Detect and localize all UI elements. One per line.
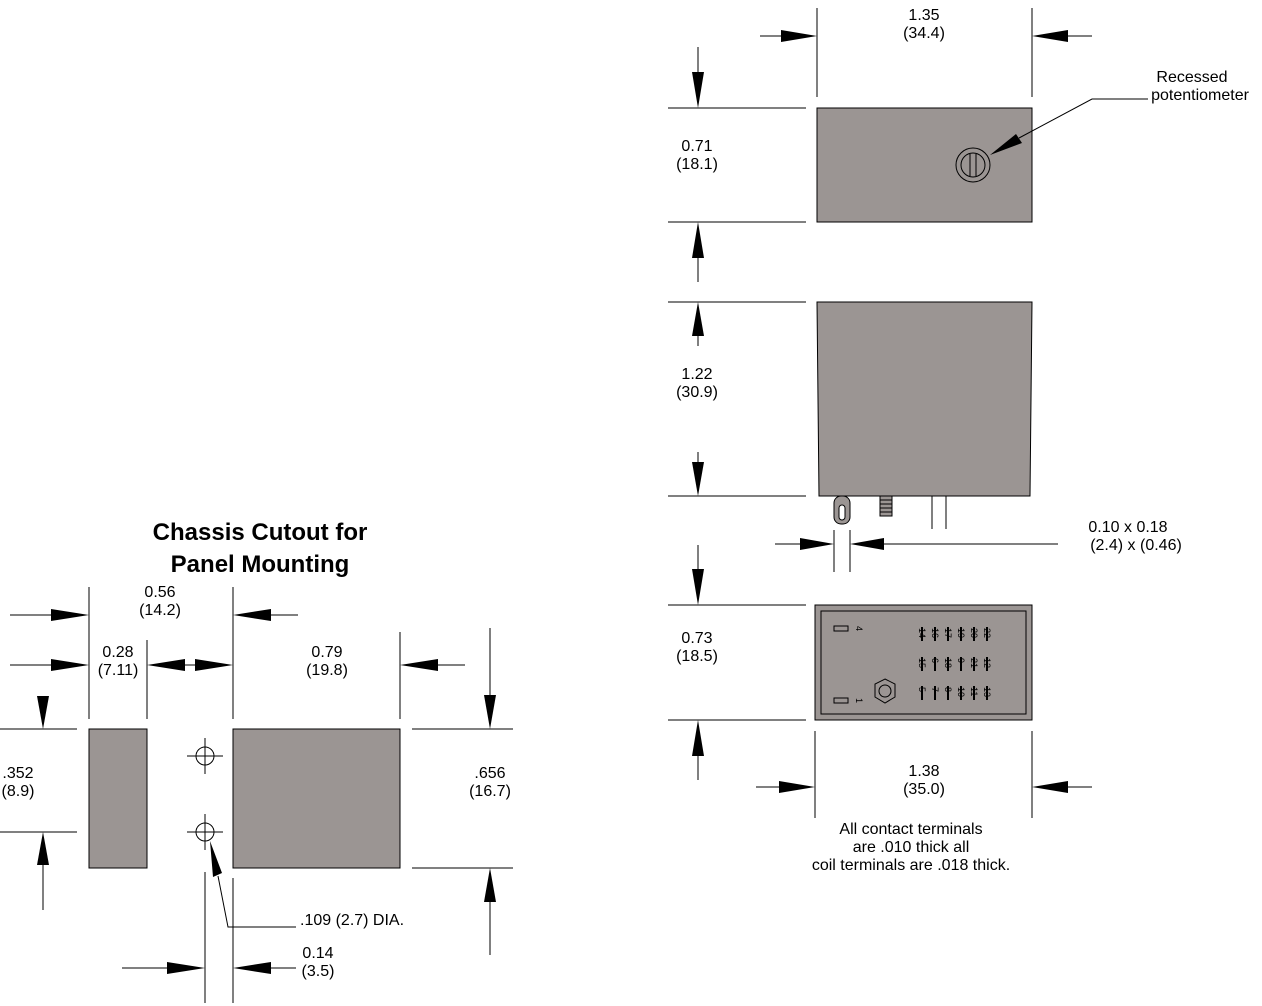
pin-blade: [973, 686, 975, 700]
dim-0.28-in: 0.28: [102, 644, 133, 661]
relay-bottom-view: [814, 604, 1033, 721]
dim-0.14: 0.14 (3.5): [122, 945, 334, 980]
dim-1.38-mm: (35.0): [903, 781, 945, 798]
pin-blade: [934, 686, 936, 700]
dim-0.656-in: .656: [474, 765, 505, 782]
relay-top-view: [816, 107, 1033, 223]
pin-1-slot: [833, 697, 849, 704]
dim-0.71-in: 0.71: [681, 138, 712, 155]
dim-0.656: .656 (16.7): [469, 628, 511, 955]
chassis-title-line1: Chassis Cutout for: [153, 519, 368, 546]
pin-blade: [947, 657, 949, 671]
dim-terminal-mm: (2.4) x (0.46): [1090, 537, 1182, 554]
potentiometer-icon: [955, 147, 991, 183]
dim-0.28-mm: (7.11): [98, 662, 139, 679]
note-line1: All contact terminals: [839, 821, 982, 838]
pin-blade: [947, 627, 949, 641]
dim-terminal-in: 0.10 x 0.18: [1088, 519, 1167, 536]
dim-1.35-mm: (34.4): [903, 25, 945, 42]
pin-blade: [986, 657, 988, 671]
mounting-hole-lower: [187, 814, 223, 850]
relay-terminals: [833, 495, 947, 529]
dim-1.22-mm: (30.9): [676, 384, 718, 401]
pin-blade: [960, 627, 962, 641]
small-cutout: [88, 728, 148, 869]
dim-0.352-mm: (8.9): [2, 783, 35, 800]
dim-0.14-in: 0.14: [302, 945, 333, 962]
chassis-title-line2: Panel Mounting: [171, 551, 350, 578]
dim-terminal: 0.10 x 0.18 (2.4) x (0.46): [775, 519, 1182, 572]
pin-blade: [921, 627, 923, 641]
chassis-cutout-view: Chassis Cutout for Panel Mounting: [0, 519, 513, 1003]
hex-nut-icon: [874, 678, 896, 704]
dim-1.22-in: 1.22: [681, 366, 712, 383]
pin-blade: [921, 657, 923, 671]
potentiometer-callout: Recessed potentiometer: [990, 69, 1250, 155]
dim-0.71: 0.71 (18.1): [668, 47, 806, 282]
note-line3: coil terminals are .018 thick.: [812, 857, 1010, 874]
pin-blade: [973, 657, 975, 671]
dim-0.73: 0.73 (18.5): [668, 545, 806, 780]
dim-0.71-mm: (18.1): [676, 156, 718, 173]
dim-1.38-in: 1.38: [908, 763, 939, 780]
pin-blade: [934, 627, 936, 641]
dim-0.56: 0.56 (14.2): [10, 584, 298, 621]
dim-0.14-mm: (3.5): [302, 963, 335, 980]
dim-0.28: 0.28 (7.11): [10, 644, 233, 679]
dim-0.352-in: .352: [2, 765, 33, 782]
terminal-note: All contact terminals are .010 thick all…: [812, 821, 1010, 874]
hole-dia-callout: .109 (2.7) DIA.: [210, 841, 404, 929]
dim-1.38: 1.38 (35.0): [756, 731, 1092, 818]
mounting-hole-upper: [187, 738, 223, 774]
pin-4-slot: [833, 625, 849, 632]
dim-1.22: 1.22 (30.9): [668, 301, 806, 497]
pin-blade: [986, 686, 988, 700]
dim-0.352: .352 (8.9): [2, 696, 49, 910]
dim-0.79-in: 0.79: [311, 644, 342, 661]
pin-blade: [960, 686, 962, 700]
pin-blade: [934, 657, 936, 671]
large-cutout: [232, 728, 401, 869]
pot-label-line2: potentiometer: [1151, 87, 1250, 104]
dim-0.56-in: 0.56: [144, 584, 175, 601]
note-line2: are .010 thick all: [853, 839, 970, 856]
pin-layout: 4 1 1416171920221561892112578101113: [833, 625, 992, 704]
dim-0.656-mm: (16.7): [469, 783, 511, 800]
pin-blade: [960, 657, 962, 671]
pin-blade: [921, 686, 923, 700]
pin-label-1: 1: [854, 698, 864, 703]
pin-label-4: 4: [854, 626, 864, 631]
chassis-extension-lines: [0, 587, 513, 1003]
relay-views: 1.35 (34.4) Recessed potentiometer 0.71: [668, 7, 1250, 874]
dim-0.73-in: 0.73: [681, 630, 712, 647]
relay-side-view: [816, 301, 1033, 497]
threaded-terminal: [879, 495, 893, 517]
pin-grid: 1416171920221561892112578101113: [917, 627, 992, 700]
dim-1.35: 1.35 (34.4): [760, 7, 1092, 97]
pin-blade: [986, 627, 988, 641]
dim-0.79-mm: (19.8): [306, 662, 348, 679]
dim-0.73-mm: (18.5): [676, 648, 718, 665]
pot-label-line1: Recessed: [1156, 69, 1227, 86]
pin-blade: [947, 686, 949, 700]
dim-1.35-in: 1.35: [908, 7, 939, 24]
dim-0.79: 0.79 (19.8): [306, 644, 465, 679]
dim-0.56-mm: (14.2): [139, 602, 181, 619]
pin-blade: [973, 627, 975, 641]
hole-dia-label: .109 (2.7) DIA.: [300, 912, 404, 929]
